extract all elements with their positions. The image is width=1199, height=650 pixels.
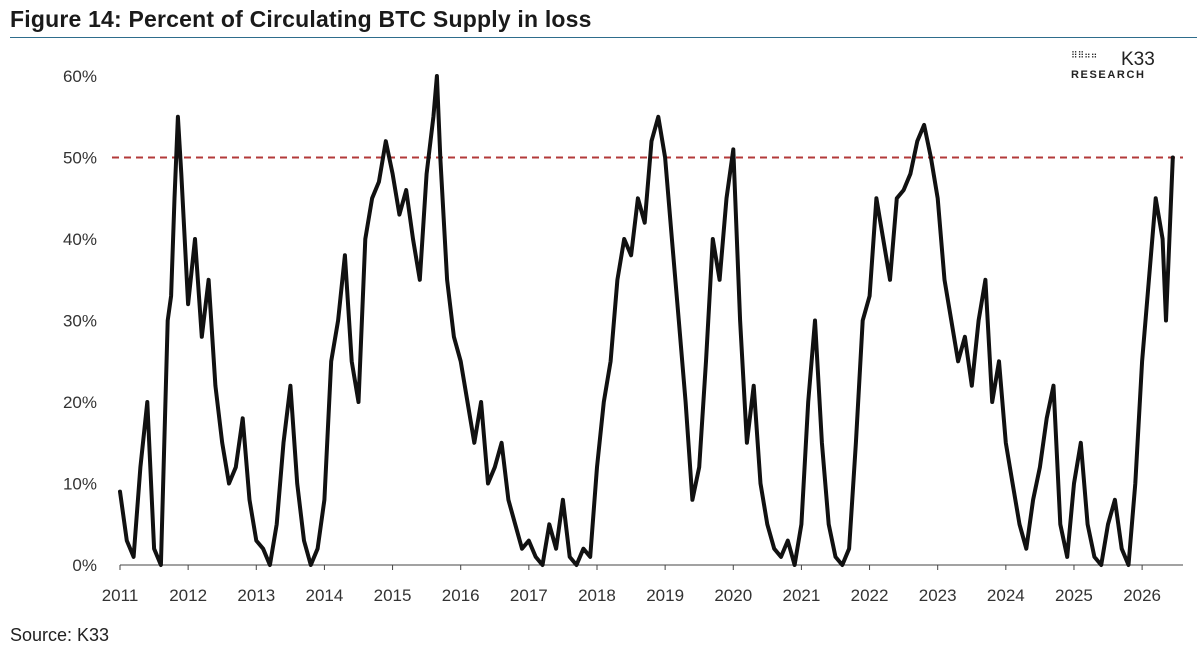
y-tick-label: 30% xyxy=(63,312,97,331)
x-tick-label: 2011 xyxy=(102,586,139,605)
logo-name: K33 xyxy=(1121,49,1155,70)
title-rule xyxy=(10,37,1197,38)
x-tick-label: 2024 xyxy=(987,586,1025,605)
logo-subtitle: RESEARCH xyxy=(1071,69,1146,81)
supply-in-loss-chart: 0% 10% 20% 30% 40% 50% 60% 2011 2012 2013 2014 2015… xyxy=(63,67,1183,605)
y-tick-label: 20% xyxy=(63,393,97,412)
k33-research-logo: ⠿⠿⠶⠶ K33 RESEARCH xyxy=(1071,49,1191,84)
y-tick-label: 50% xyxy=(63,149,97,168)
x-tick-label: 2025 xyxy=(1055,586,1093,605)
x-tick-label: 2017 xyxy=(510,586,548,605)
figure-title: Figure 14: Percent of Circulating BTC Su… xyxy=(10,6,592,32)
x-tick-label: 2012 xyxy=(169,586,207,605)
y-tick-label: 0% xyxy=(72,556,97,575)
y-tick-label: 10% xyxy=(63,475,97,494)
x-tick-label: 2021 xyxy=(782,586,820,605)
y-tick-label: 60% xyxy=(63,67,97,86)
source-note: Source: K33 xyxy=(10,625,110,645)
x-tick-label: 2022 xyxy=(851,586,889,605)
x-tick-label: 2015 xyxy=(374,586,412,605)
x-tick-label: 2020 xyxy=(714,586,752,605)
x-tick-label: 2023 xyxy=(919,586,957,605)
supply-in-loss-line xyxy=(118,74,1175,567)
x-tick-label: 2013 xyxy=(237,586,275,605)
dot-grid-logo-icon: ⠿⠿⠶⠶ xyxy=(1071,51,1098,61)
x-tick-label: 2018 xyxy=(578,586,616,605)
x-tick-label: 2026 xyxy=(1123,586,1161,605)
x-tick-label: 2014 xyxy=(306,586,344,605)
x-tick-label: 2016 xyxy=(442,586,480,605)
x-tick-label: 2019 xyxy=(646,586,684,605)
y-tick-label: 40% xyxy=(63,230,97,249)
